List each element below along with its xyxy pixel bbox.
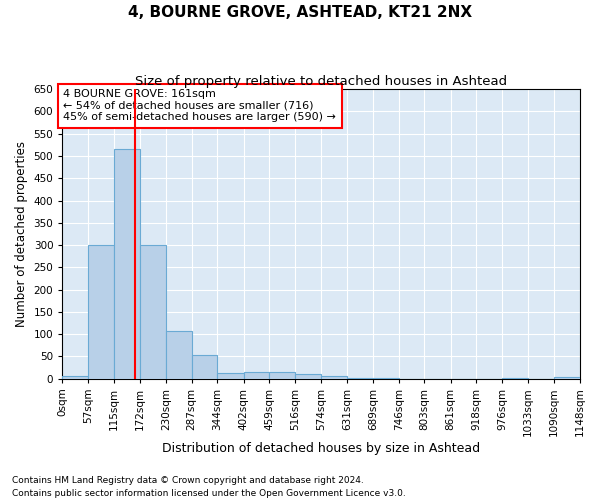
Y-axis label: Number of detached properties: Number of detached properties xyxy=(15,141,28,327)
Bar xyxy=(295,374,321,378)
Bar xyxy=(321,376,347,378)
Bar xyxy=(114,150,140,378)
Bar xyxy=(269,372,295,378)
Bar xyxy=(192,355,217,378)
Title: Size of property relative to detached houses in Ashtead: Size of property relative to detached ho… xyxy=(135,75,507,88)
Bar xyxy=(62,376,88,378)
Bar xyxy=(140,245,166,378)
Bar xyxy=(88,245,114,378)
Text: Contains HM Land Registry data © Crown copyright and database right 2024.
Contai: Contains HM Land Registry data © Crown c… xyxy=(12,476,406,498)
Text: 4 BOURNE GROVE: 161sqm
← 54% of detached houses are smaller (716)
45% of semi-de: 4 BOURNE GROVE: 161sqm ← 54% of detached… xyxy=(63,89,336,122)
Bar xyxy=(166,330,192,378)
Bar xyxy=(244,372,269,378)
Bar xyxy=(217,373,244,378)
Text: 4, BOURNE GROVE, ASHTEAD, KT21 2NX: 4, BOURNE GROVE, ASHTEAD, KT21 2NX xyxy=(128,5,472,20)
Bar xyxy=(554,377,580,378)
X-axis label: Distribution of detached houses by size in Ashtead: Distribution of detached houses by size … xyxy=(162,442,480,455)
